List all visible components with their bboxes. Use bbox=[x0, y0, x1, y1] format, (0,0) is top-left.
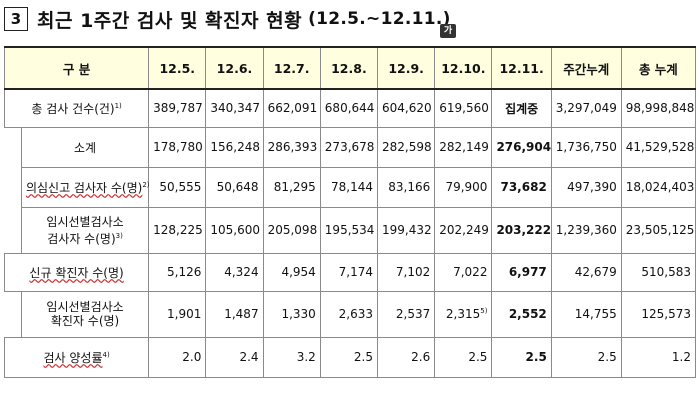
table-cell: 73,682 bbox=[491, 166, 552, 208]
table-cell: 2.6 bbox=[377, 336, 436, 378]
table-cell: 18,024,403 bbox=[620, 166, 697, 208]
table-cell: 7,174 bbox=[319, 252, 379, 292]
table-cell: 3,297,049 bbox=[550, 88, 622, 128]
stats-table: 구 분 12.5. 12.6. 12.7. 12.8. 12.9. 12.10.… bbox=[3, 46, 697, 378]
table-cell: 2.0 bbox=[148, 336, 207, 378]
table-cell: 662,091 bbox=[262, 88, 321, 128]
table-cell: 497,390 bbox=[550, 166, 622, 208]
table-cell: 276,904 bbox=[491, 126, 552, 168]
section-title: 3 최근 1주간 검사 및 확진자 현황 (12.5.~12.11.) bbox=[4, 2, 451, 36]
table-cell: 1,736,750 bbox=[550, 126, 622, 168]
table-cell: 2.4 bbox=[205, 336, 264, 378]
row-label: 임시선별검사소 확진자 수(명) bbox=[20, 290, 150, 338]
table-cell: 23,505,125 bbox=[620, 206, 697, 254]
table-cell: 2.5 bbox=[550, 336, 622, 378]
indent-spacer bbox=[4, 167, 22, 207]
table-cell: 510,583 bbox=[620, 252, 697, 292]
table-cell: 4,324 bbox=[205, 252, 264, 292]
table-cell: 7,022 bbox=[434, 252, 493, 292]
table-row: 임시선별검사소 확진자 수(명) 1,901 1,487 1,330 2,633 … bbox=[4, 290, 697, 338]
table-cell: 2.5 bbox=[491, 336, 552, 378]
header-row: 구 분 12.5. 12.6. 12.7. 12.8. 12.9. 12.10.… bbox=[3, 46, 697, 90]
col-header-weekly-total: 주간누계 bbox=[550, 46, 622, 90]
row-label: 임시선별검사소 검사자 수(명)3) bbox=[20, 206, 150, 254]
table-cell: 42,679 bbox=[550, 252, 622, 292]
section-number: 3 bbox=[4, 7, 28, 31]
table-cell: 273,678 bbox=[319, 126, 379, 168]
table-cell: 286,393 bbox=[262, 126, 321, 168]
col-header-date: 12.5. bbox=[148, 46, 207, 90]
table-cell: 14,755 bbox=[550, 290, 622, 338]
row-label: 소계 bbox=[20, 126, 150, 168]
col-header-date: 12.10. bbox=[434, 46, 493, 90]
table-cell: 178,780 bbox=[148, 126, 207, 168]
table-cell: 195,534 bbox=[319, 206, 379, 254]
table-cell: 83,166 bbox=[377, 166, 436, 208]
table-cell: 41,529,528 bbox=[620, 126, 697, 168]
table-cell: 205,098 bbox=[262, 206, 321, 254]
table-row: 의심신고 검사자 수(명)2) 50,555 50,648 81,295 78,… bbox=[4, 166, 697, 208]
table-cell: 199,432 bbox=[377, 206, 436, 254]
row-label: 총 검사 건수(건)1) bbox=[3, 88, 150, 128]
col-header-category: 구 분 bbox=[3, 46, 150, 90]
table-cell: 1,330 bbox=[262, 290, 321, 338]
table-cell: 79,900 bbox=[434, 166, 493, 208]
table-cell: 619,560 bbox=[434, 88, 493, 128]
table-cell: 98,998,848 bbox=[620, 88, 697, 128]
table-cell: 282,598 bbox=[377, 126, 436, 168]
table-cell: 202,249 bbox=[434, 206, 493, 254]
table-cell: 2,552 bbox=[491, 290, 552, 338]
table-cell: 2,537 bbox=[377, 290, 436, 338]
col-header-date: 12.11. bbox=[491, 46, 552, 90]
table-cell: 2,3155) bbox=[434, 290, 493, 338]
table-cell: 4,954 bbox=[262, 252, 321, 292]
table-cell: 50,555 bbox=[148, 166, 207, 208]
table-cell: 81,295 bbox=[262, 166, 321, 208]
col-header-date: 12.7. bbox=[262, 46, 321, 90]
table-cell: 5,126 bbox=[148, 252, 207, 292]
table-cell: 1,487 bbox=[205, 290, 264, 338]
table-cell: 6,977 bbox=[491, 252, 552, 292]
page-title: 최근 1주간 검사 및 확진자 현황 bbox=[37, 9, 303, 32]
table-cell: 3.2 bbox=[262, 336, 321, 378]
table-cell: 1,901 bbox=[148, 290, 207, 338]
col-header-date: 12.8. bbox=[319, 46, 379, 90]
table-cell: 2.5 bbox=[434, 336, 493, 378]
table-cell: 78,144 bbox=[319, 166, 379, 208]
table-cell: 50,648 bbox=[205, 166, 264, 208]
table-row: 검사 양성률4) 2.0 2.4 3.2 2.5 2.6 2.5 2.5 2.5… bbox=[3, 336, 697, 378]
table-cell: 282,149 bbox=[434, 126, 493, 168]
table-cell: 7,102 bbox=[377, 252, 436, 292]
table-cell: 집계중 bbox=[491, 88, 552, 128]
table-cell: 2.5 bbox=[319, 336, 379, 378]
table-row: 신규 확진자 수(명) 5,126 4,324 4,954 7,174 7,10… bbox=[3, 252, 697, 292]
table-cell: 203,222 bbox=[491, 206, 552, 254]
col-header-cumulative-total: 총 누계 bbox=[620, 46, 697, 90]
ga-badge: 가 bbox=[440, 24, 456, 38]
table-cell: 1,239,360 bbox=[550, 206, 622, 254]
table-cell: 1.2 bbox=[620, 336, 697, 378]
row-label: 의심신고 검사자 수(명)2) bbox=[20, 166, 150, 208]
table-cell: 125,573 bbox=[620, 290, 697, 338]
table-cell: 128,225 bbox=[148, 206, 207, 254]
table-row: 총 검사 건수(건)1) 389,787 340,347 662,091 680… bbox=[3, 88, 697, 128]
indent-spacer bbox=[4, 291, 22, 337]
row-label: 검사 양성률4) bbox=[3, 336, 150, 378]
col-header-date: 12.6. bbox=[205, 46, 264, 90]
table-cell: 340,347 bbox=[205, 88, 264, 128]
indent-spacer bbox=[4, 127, 22, 167]
table-cell: 105,600 bbox=[205, 206, 264, 254]
table-row: 임시선별검사소 검사자 수(명)3) 128,225 105,600 205,09… bbox=[4, 206, 697, 254]
table-cell: 2,633 bbox=[319, 290, 379, 338]
table-row: 소계 178,780 156,248 286,393 273,678 282,5… bbox=[4, 126, 697, 168]
row-label: 신규 확진자 수(명) bbox=[3, 252, 150, 292]
col-header-date: 12.9. bbox=[377, 46, 436, 90]
table-cell: 680,644 bbox=[319, 88, 379, 128]
date-range: (12.5.~12.11.) bbox=[308, 9, 451, 29]
table-cell: 604,620 bbox=[377, 88, 436, 128]
table-cell: 156,248 bbox=[205, 126, 264, 168]
indent-spacer bbox=[4, 207, 22, 253]
table-cell: 389,787 bbox=[148, 88, 207, 128]
